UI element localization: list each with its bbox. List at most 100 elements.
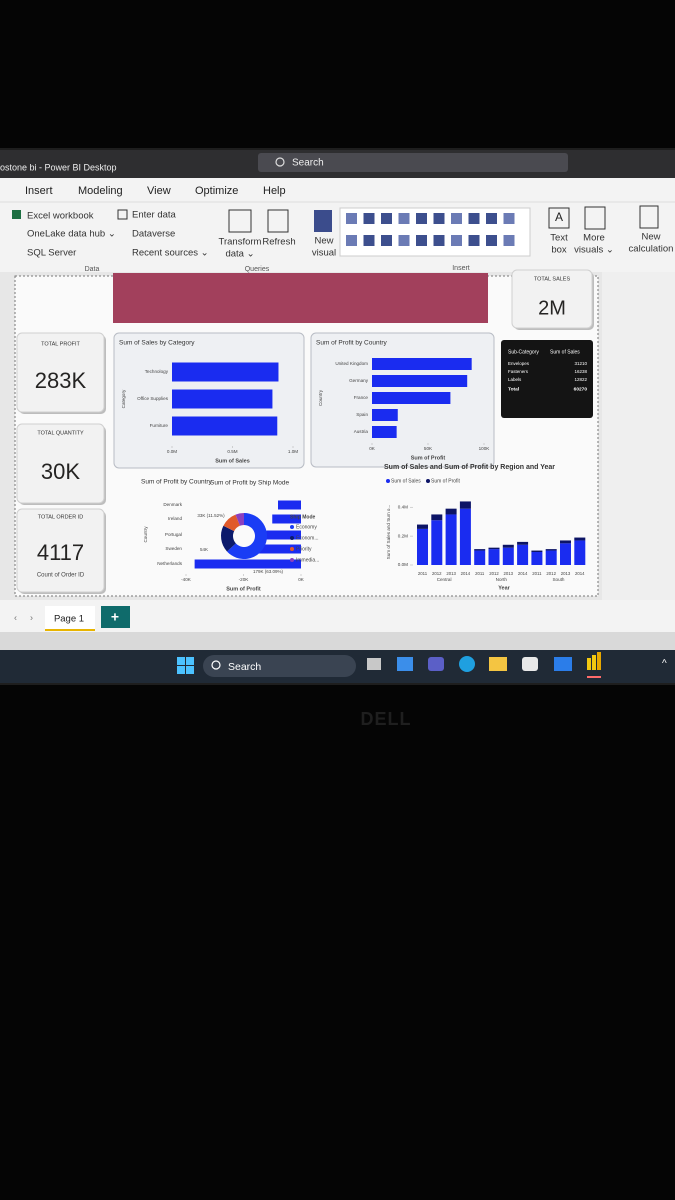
table-cell: 16238 bbox=[574, 369, 587, 374]
visual-icon[interactable] bbox=[346, 213, 357, 224]
visual-icon[interactable] bbox=[486, 213, 497, 224]
ribbon-button[interactable]: SQL Server bbox=[27, 248, 76, 259]
ribbon-button[interactable]: Recent sources ⌄ bbox=[132, 248, 209, 259]
visual-icon[interactable] bbox=[433, 235, 445, 246]
y-tick-label: Netherlands bbox=[157, 561, 182, 566]
ribbon-button[interactable]: Text bbox=[550, 233, 568, 244]
table-cell: Fasteners bbox=[508, 369, 529, 374]
legend-label: Priority bbox=[296, 546, 312, 552]
start-button[interactable] bbox=[177, 657, 194, 674]
explorer[interactable] bbox=[489, 657, 507, 671]
visual-icon[interactable] bbox=[363, 235, 375, 246]
edge[interactable] bbox=[459, 656, 475, 672]
table-header: Sub-Category bbox=[508, 349, 539, 355]
column bbox=[459, 508, 471, 565]
group-label: Data bbox=[85, 266, 100, 273]
teams[interactable] bbox=[428, 657, 444, 671]
ribbon-button[interactable]: Enter data bbox=[132, 210, 177, 221]
visual-icon[interactable] bbox=[381, 213, 392, 224]
page-tab[interactable] bbox=[45, 606, 95, 630]
x-tick-label: 2014 bbox=[461, 571, 471, 576]
y-tick-label: Portugal bbox=[165, 532, 182, 537]
x-tick-label: 0K bbox=[298, 577, 305, 582]
search-box[interactable] bbox=[258, 153, 568, 172]
add-page-glyph: + bbox=[111, 609, 119, 625]
column bbox=[445, 508, 457, 515]
ribbon-tab[interactable]: Optimize bbox=[195, 185, 238, 197]
y-tick-label: France bbox=[354, 395, 369, 400]
x-tick-label: 2012 bbox=[489, 571, 499, 576]
store[interactable] bbox=[522, 657, 538, 671]
ribbon-button[interactable]: OneLake data hub ⌄ bbox=[27, 229, 116, 240]
search-label: Search bbox=[292, 158, 324, 169]
start-tile bbox=[177, 666, 185, 674]
x-tick-label: 0.5M bbox=[227, 449, 237, 454]
x-tick-label: 0.0M bbox=[167, 449, 177, 454]
window-title: ostone bi - Power BI Desktop bbox=[0, 162, 117, 172]
y-tick-label: Denmark bbox=[163, 502, 182, 507]
task-view[interactable] bbox=[367, 658, 381, 670]
visual-icon[interactable] bbox=[503, 235, 515, 246]
ribbon-tab[interactable]: Help bbox=[263, 185, 286, 197]
tray-arrow[interactable]: ^ bbox=[662, 659, 667, 670]
new-visual-icon bbox=[314, 210, 332, 232]
x-tick-label: 0K bbox=[369, 446, 376, 451]
page-tab-label: Page 1 bbox=[54, 614, 84, 625]
visual-icon[interactable] bbox=[451, 235, 462, 246]
mail[interactable] bbox=[554, 657, 572, 671]
visual-icon[interactable] bbox=[416, 235, 427, 246]
powerbi-icon[interactable] bbox=[587, 658, 591, 670]
ribbon-button[interactable]: New bbox=[314, 236, 333, 247]
bar bbox=[372, 358, 472, 370]
column bbox=[502, 547, 514, 565]
column bbox=[459, 501, 471, 509]
visual-icon[interactable] bbox=[381, 235, 392, 246]
taskbar-search[interactable] bbox=[203, 655, 356, 677]
ribbon-button[interactable]: More bbox=[583, 233, 605, 244]
ribbon-button[interactable]: Refresh bbox=[262, 237, 295, 248]
visual-icon[interactable] bbox=[486, 235, 497, 246]
slice-label: 54K bbox=[200, 547, 208, 552]
prev-arrow[interactable]: ‹ bbox=[14, 612, 17, 622]
visual-icon[interactable] bbox=[468, 213, 480, 224]
donut-slice bbox=[223, 514, 240, 532]
table-cell: Envelopes bbox=[508, 361, 530, 366]
column bbox=[531, 552, 543, 565]
visual-icon[interactable] bbox=[398, 235, 410, 246]
ribbon-tab[interactable]: Modeling bbox=[78, 185, 123, 197]
visual-icon[interactable] bbox=[468, 235, 480, 246]
group-label: South bbox=[552, 577, 564, 582]
visual-icon[interactable] bbox=[433, 213, 445, 224]
x-tick-label: 2013 bbox=[446, 571, 456, 576]
visual-icon[interactable] bbox=[363, 213, 375, 224]
ribbon-button[interactable]: Transform bbox=[219, 237, 262, 248]
column bbox=[560, 540, 571, 544]
next-arrow[interactable]: › bbox=[30, 612, 33, 622]
x-tick-label: 50K bbox=[424, 446, 433, 451]
ribbon-button[interactable]: New bbox=[641, 232, 660, 243]
visual-icon[interactable] bbox=[346, 235, 357, 246]
table-bg bbox=[501, 340, 593, 418]
x-axis-title: Year bbox=[498, 585, 510, 591]
ribbon-button[interactable]: Excel workbook bbox=[27, 211, 94, 222]
ribbon-button: visual bbox=[312, 248, 336, 259]
column bbox=[517, 541, 529, 545]
more-visuals-icon bbox=[584, 206, 606, 230]
x-tick-label: 2012 bbox=[432, 571, 442, 576]
ribbon-button[interactable]: Dataverse bbox=[132, 229, 175, 240]
ribbon-tab[interactable]: Insert bbox=[25, 185, 53, 197]
visual-icon[interactable] bbox=[398, 213, 410, 224]
widgets[interactable] bbox=[397, 657, 413, 671]
table-total: 60270 bbox=[574, 386, 588, 392]
kpi-card bbox=[16, 332, 105, 413]
column bbox=[488, 549, 500, 565]
visual-icon[interactable] bbox=[503, 213, 515, 224]
bar bbox=[257, 544, 301, 554]
visual-icon[interactable] bbox=[451, 213, 462, 224]
add-page[interactable] bbox=[101, 606, 130, 628]
ribbon-tab[interactable]: View bbox=[147, 185, 171, 197]
x-tick-label: 2011 bbox=[532, 571, 542, 576]
x-tick-label: 2013 bbox=[561, 571, 571, 576]
card-value: 4117 bbox=[37, 540, 84, 565]
visual-icon[interactable] bbox=[416, 213, 427, 224]
